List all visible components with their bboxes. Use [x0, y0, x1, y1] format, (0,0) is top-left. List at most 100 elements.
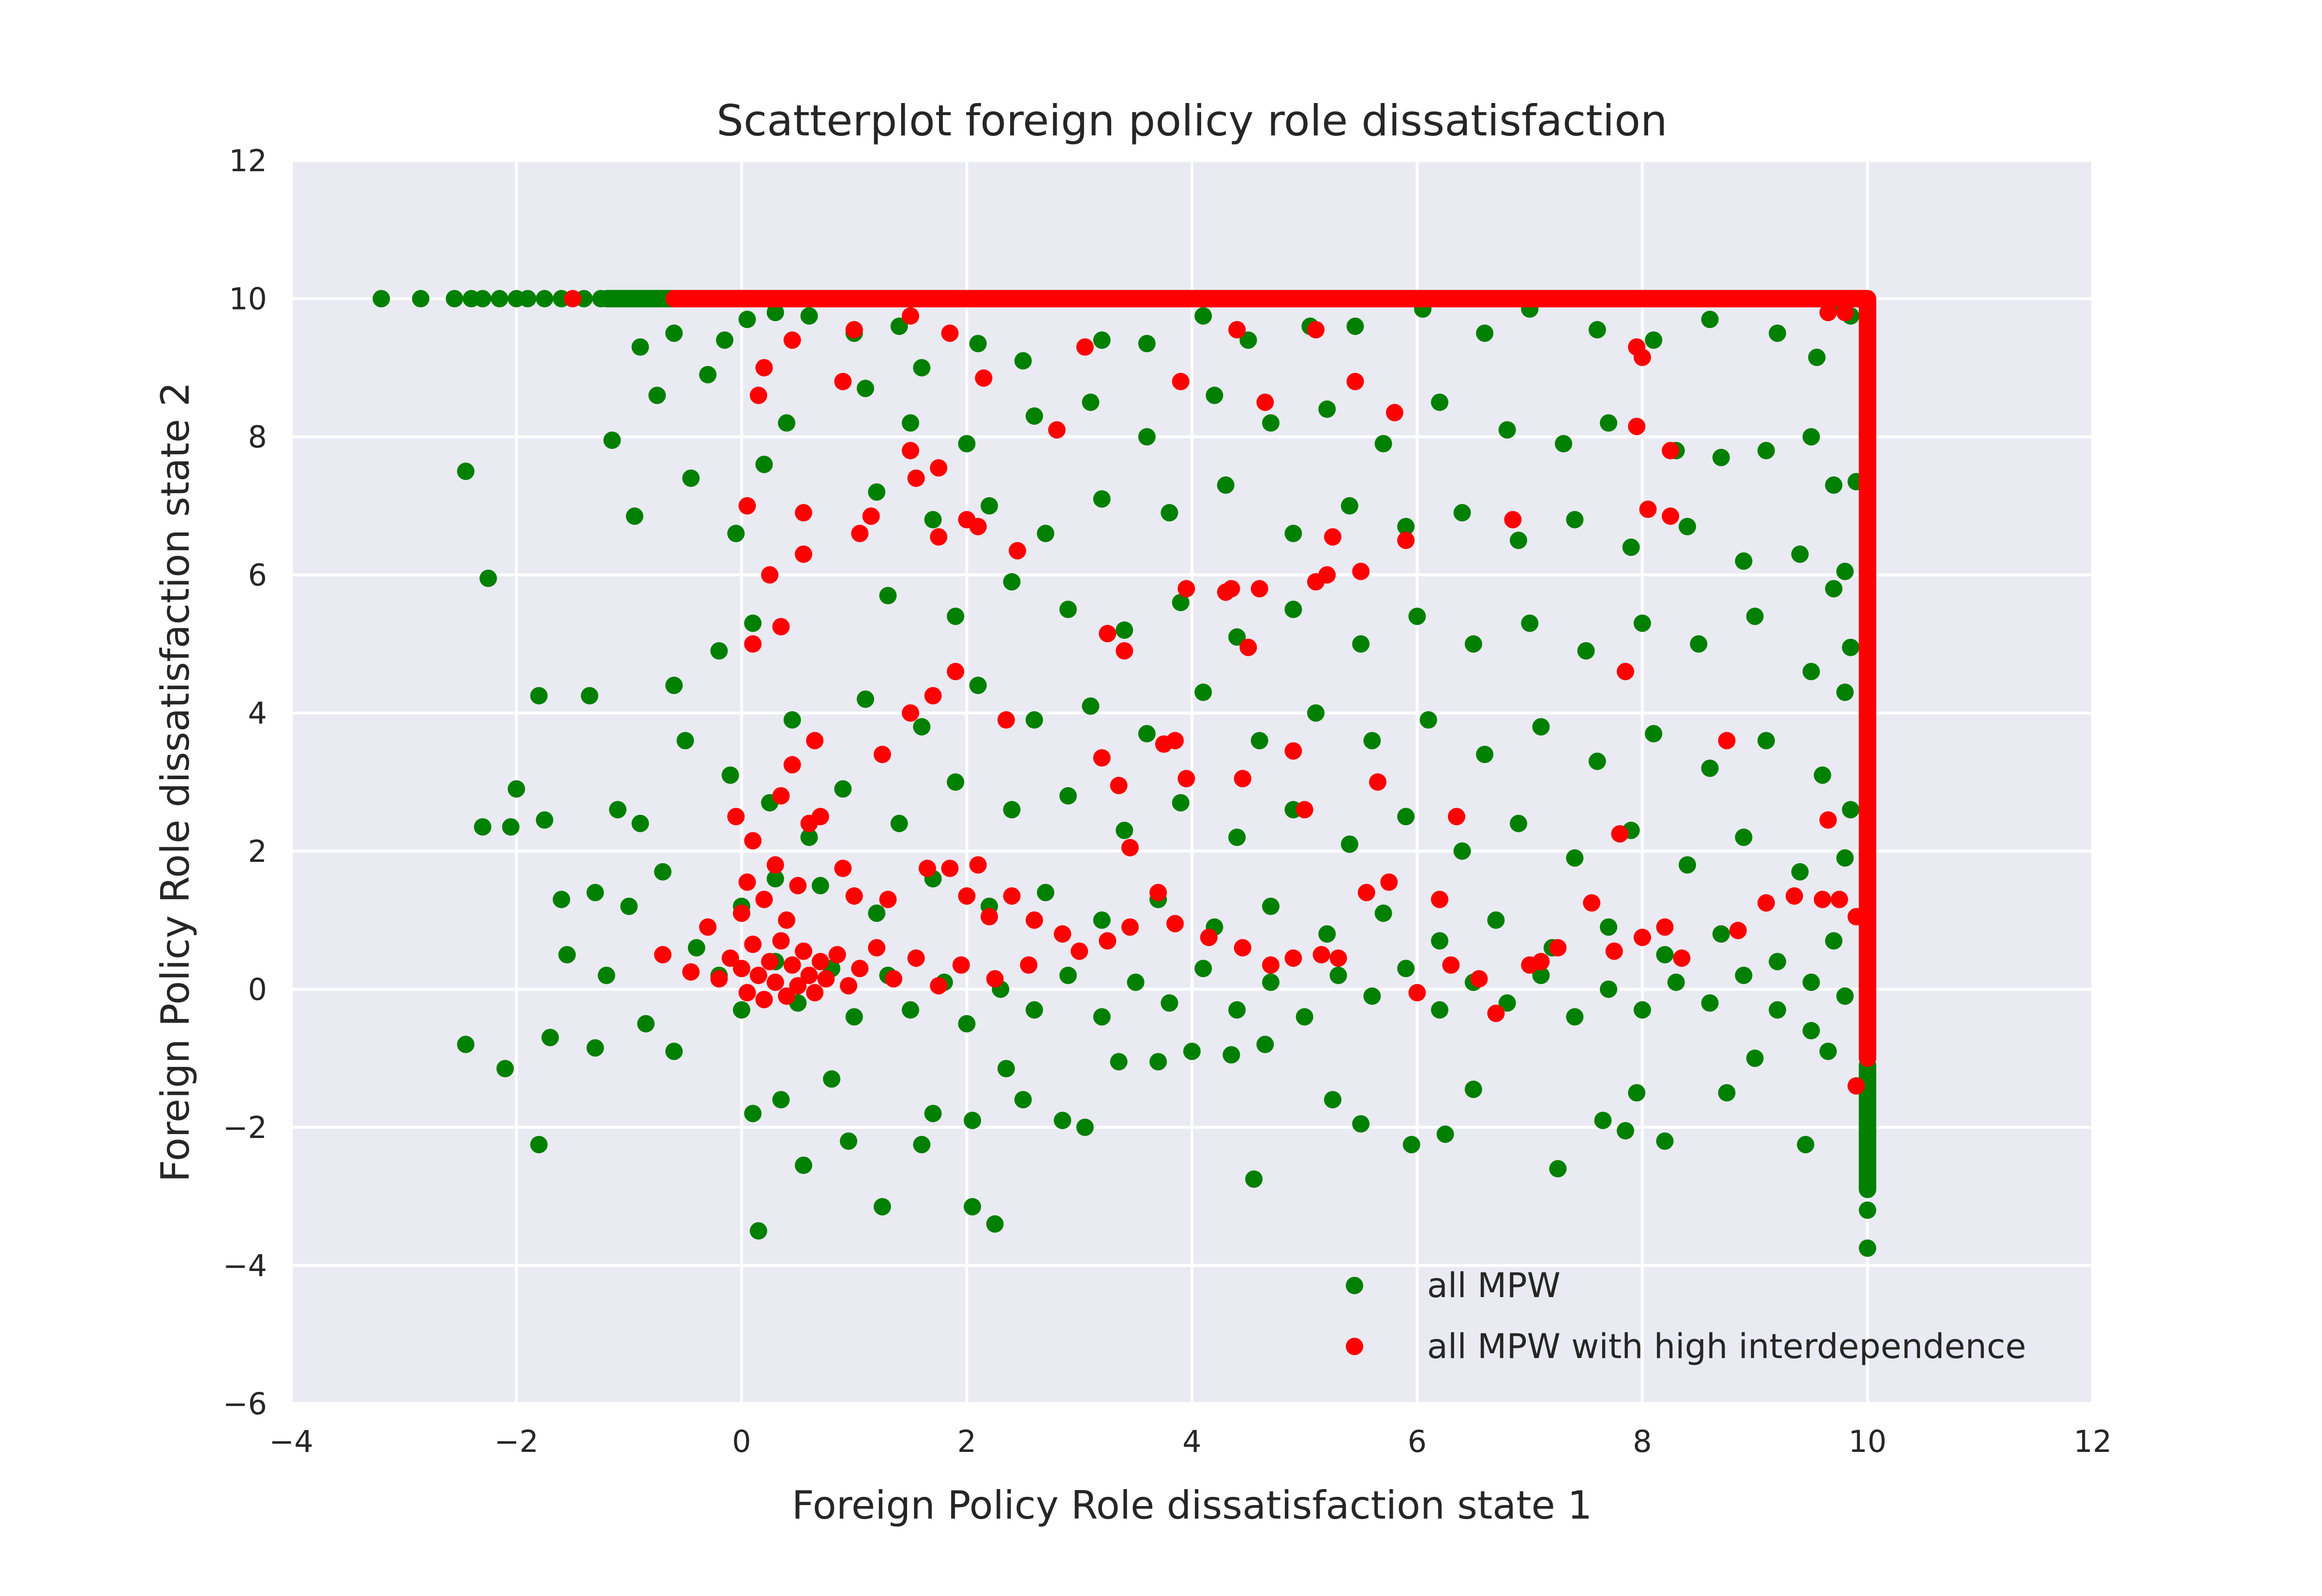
point-high-interdependence [958, 887, 976, 905]
point-high-interdependence [1329, 949, 1347, 967]
point-all-mpw [1679, 517, 1697, 535]
point-high-interdependence [834, 859, 852, 877]
x-axis-ticks: −4 −2 0 2 4 6 8 10 12 [269, 1424, 2112, 1459]
point-high-interdependence [1656, 918, 1674, 936]
point-high-interdependence [1324, 528, 1341, 546]
point-all-mpw [1735, 552, 1753, 570]
point-all-mpw [1487, 911, 1505, 929]
point-all-mpw [1701, 759, 1719, 777]
point-high-interdependence [1634, 348, 1651, 366]
y-tick-label: 8 [248, 419, 267, 455]
point-high-interdependence [1819, 811, 1837, 829]
point-high-interdependence [1662, 507, 1680, 525]
point-all-mpw [958, 435, 976, 453]
point-high-interdependence [1234, 939, 1251, 957]
point-high-interdependence [1110, 777, 1128, 795]
point-high-interdependence [851, 960, 869, 977]
point-all-mpw [1307, 704, 1325, 722]
point-all-mpw [1464, 635, 1482, 653]
point-all-mpw [412, 290, 430, 308]
point-all-mpw [924, 511, 942, 529]
point-high-interdependence [783, 956, 801, 974]
point-high-interdependence [828, 946, 846, 963]
point-all-mpw [1859, 1139, 1876, 1157]
point-high-interdependence [783, 331, 801, 349]
point-high-interdependence [1256, 393, 1274, 411]
point-all-mpw [637, 1015, 655, 1033]
point-all-mpw [924, 1105, 942, 1123]
point-all-mpw [1110, 1053, 1128, 1071]
point-all-mpw [1679, 856, 1697, 874]
point-high-interdependence [1408, 984, 1426, 1002]
y-tick-label: 12 [229, 143, 267, 178]
point-all-mpw [1093, 911, 1111, 929]
point-high-interdependence [721, 949, 739, 967]
point-all-mpw [969, 335, 987, 353]
point-high-interdependence [1380, 873, 1398, 891]
point-all-mpw [1116, 821, 1133, 839]
point-all-mpw [1746, 607, 1764, 625]
point-high-interdependence [924, 687, 942, 705]
point-high-interdependence [800, 814, 818, 832]
point-all-mpw [1769, 1001, 1786, 1019]
point-all-mpw [868, 483, 886, 501]
point-high-interdependence [1470, 970, 1488, 988]
point-all-mpw [502, 818, 520, 836]
point-high-interdependence [1634, 929, 1651, 946]
x-tick-label: 2 [957, 1424, 976, 1459]
point-high-interdependence [930, 459, 948, 477]
point-all-mpw [1464, 1080, 1482, 1098]
point-all-mpw [631, 814, 649, 832]
x-tick-label: 0 [732, 1424, 751, 1459]
point-high-interdependence [1532, 953, 1550, 971]
y-tick-label: −6 [223, 1386, 267, 1421]
point-all-mpw [457, 462, 475, 480]
point-all-mpw [1397, 517, 1415, 535]
x-tick-label: −2 [494, 1424, 538, 1459]
point-all-mpw [1228, 628, 1246, 646]
y-tick-label: 10 [229, 281, 267, 317]
point-all-mpw [834, 780, 852, 798]
point-all-mpw [625, 507, 643, 525]
point-high-interdependence [1054, 925, 1072, 943]
point-all-mpw [1588, 753, 1606, 770]
point-high-interdependence [879, 890, 897, 908]
point-high-interdependence [1003, 887, 1021, 905]
point-all-mpw [665, 1042, 683, 1060]
point-all-mpw [1802, 428, 1820, 446]
point-all-mpw [1634, 614, 1651, 632]
point-high-interdependence [997, 711, 1015, 729]
point-high-interdependence [817, 970, 835, 988]
point-all-mpw [772, 1091, 790, 1108]
point-all-mpw [1172, 794, 1190, 812]
point-all-mpw [766, 870, 784, 887]
point-all-mpw [1059, 601, 1077, 619]
point-all-mpw [1617, 1122, 1635, 1140]
point-all-mpw [1093, 490, 1111, 508]
point-all-mpw [1138, 428, 1156, 446]
point-high-interdependence [772, 932, 790, 950]
point-high-interdependence [1819, 304, 1837, 322]
point-all-mpw [727, 525, 745, 542]
point-all-mpw [840, 1132, 858, 1150]
point-all-mpw [902, 1001, 920, 1019]
point-high-interdependence [1284, 742, 1302, 760]
point-high-interdependence [862, 507, 880, 525]
point-high-interdependence [986, 970, 1004, 988]
legend-marker-all-mpw [1346, 1277, 1363, 1294]
point-all-mpw [1374, 904, 1392, 922]
legend-label-all-mpw: all MPW [1427, 1266, 1561, 1305]
point-high-interdependence [1831, 890, 1848, 908]
point-all-mpw [620, 898, 638, 915]
point-all-mpw [687, 939, 705, 957]
point-high-interdependence [952, 956, 970, 974]
point-high-interdependence [755, 890, 773, 908]
x-tick-label: 12 [2074, 1424, 2112, 1459]
point-all-mpw [1645, 331, 1663, 349]
point-high-interdependence [1093, 749, 1111, 767]
point-high-interdependence [840, 977, 858, 995]
point-all-mpw [474, 290, 491, 308]
point-high-interdependence [873, 745, 891, 763]
point-all-mpw [890, 317, 908, 335]
